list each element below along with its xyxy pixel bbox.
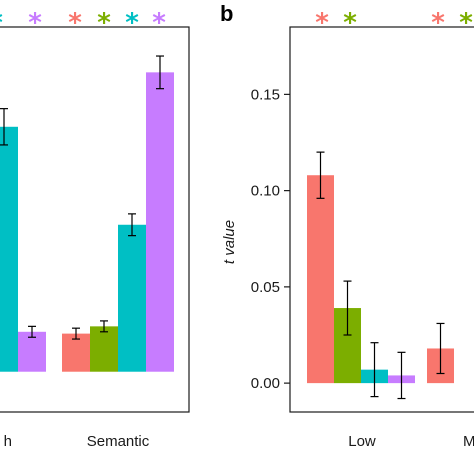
y-axis-label-text: t value: [221, 220, 238, 264]
y-tick-label: 0.05: [251, 279, 280, 296]
panel-a-bars: [0, 55, 174, 372]
bar: [0, 126, 18, 372]
bar: [62, 333, 90, 372]
panel-b-bars: [307, 151, 454, 400]
significance-star: *: [431, 8, 445, 38]
panel-b-frame: [289, 26, 474, 413]
bar: [18, 331, 46, 372]
x-tick-label: Semantic: [87, 433, 150, 450]
significance-star: *: [459, 8, 473, 38]
bar: [307, 175, 334, 384]
significance-star: *: [68, 8, 82, 38]
y-tick-label: 0.10: [251, 183, 280, 200]
significance-star: *: [97, 8, 111, 38]
bar: [118, 224, 146, 372]
significance-star: *: [315, 8, 329, 38]
panel-a: * * * * * * h Semantic: [0, 8, 190, 450]
bar: [146, 72, 174, 372]
panel-b: b * * * * 0.00 0.05 0.10 0.15 t value Low M: [220, 1, 474, 450]
y-axis-label: t value: [221, 220, 238, 264]
x-tick-label: M: [463, 433, 474, 450]
significance-star: *: [152, 8, 166, 38]
significance-star: *: [343, 8, 357, 38]
bar: [90, 326, 118, 372]
y-tick-label: 0.00: [251, 375, 280, 392]
y-tick-label: 0.15: [251, 86, 280, 103]
panel-letter: b: [220, 1, 233, 26]
y-axis: 0.00 0.05 0.10 0.15: [251, 86, 290, 392]
x-tick-label: h: [4, 433, 12, 450]
significance-star: *: [0, 8, 3, 38]
significance-star: *: [28, 8, 42, 38]
panel-a-frame: [0, 26, 190, 413]
significance-star: *: [125, 8, 139, 38]
x-tick-label: Low: [348, 433, 376, 450]
